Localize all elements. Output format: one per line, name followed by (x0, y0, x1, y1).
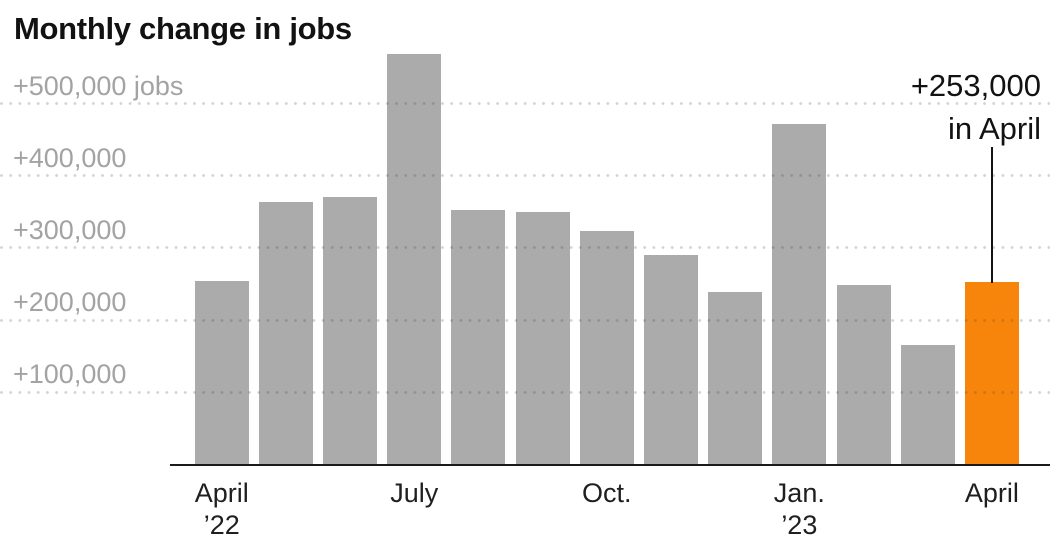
annotation-month: in April (947, 111, 1041, 146)
x-tick-line: April (964, 478, 1019, 508)
bar (900, 345, 955, 465)
bar (708, 291, 763, 465)
dotted-gridline (0, 390, 1050, 394)
bar (387, 54, 442, 465)
y-axis-label: +500,000 jobs (13, 70, 184, 101)
x-axis-line (170, 463, 1050, 466)
x-tick-label: Oct. (522, 477, 692, 509)
bar (836, 285, 891, 465)
annotation-value: +253,000 (910, 68, 1041, 103)
bar (194, 281, 249, 465)
bar-highlighted (964, 281, 1019, 465)
y-axis-label: +200,000 (13, 287, 127, 318)
bar (323, 197, 378, 465)
dotted-gridline (0, 318, 1050, 322)
bar (579, 230, 634, 465)
y-axis-label: +100,000 (13, 359, 127, 390)
bar (515, 211, 570, 465)
x-tick-label: April ’22 (137, 477, 307, 541)
dotted-gridline (0, 102, 1050, 105)
x-tick-line: April (194, 478, 249, 508)
bar (643, 255, 698, 465)
x-tick-label: Jan. ’23 (714, 477, 884, 541)
x-tick-line: Jan. (773, 478, 825, 508)
y-axis-label: +300,000 (13, 214, 127, 245)
annotation-callout-line (990, 147, 993, 283)
chart-title: Monthly change in jobs (14, 11, 352, 46)
highlight-annotation: +253,000 in April (911, 64, 1041, 150)
x-tick-label: July (329, 477, 499, 509)
x-tick-line: ’22 (203, 510, 240, 540)
bar (258, 201, 313, 465)
bar (772, 123, 827, 465)
x-tick-line: ’23 (781, 510, 818, 540)
dotted-gridline (0, 246, 1050, 250)
bar (451, 210, 506, 465)
x-tick-line: July (390, 478, 439, 508)
x-tick-line: Oct. (582, 478, 632, 508)
dotted-gridline (0, 174, 1050, 178)
y-axis-label: +400,000 (13, 142, 127, 173)
x-tick-label: April (907, 477, 1050, 509)
